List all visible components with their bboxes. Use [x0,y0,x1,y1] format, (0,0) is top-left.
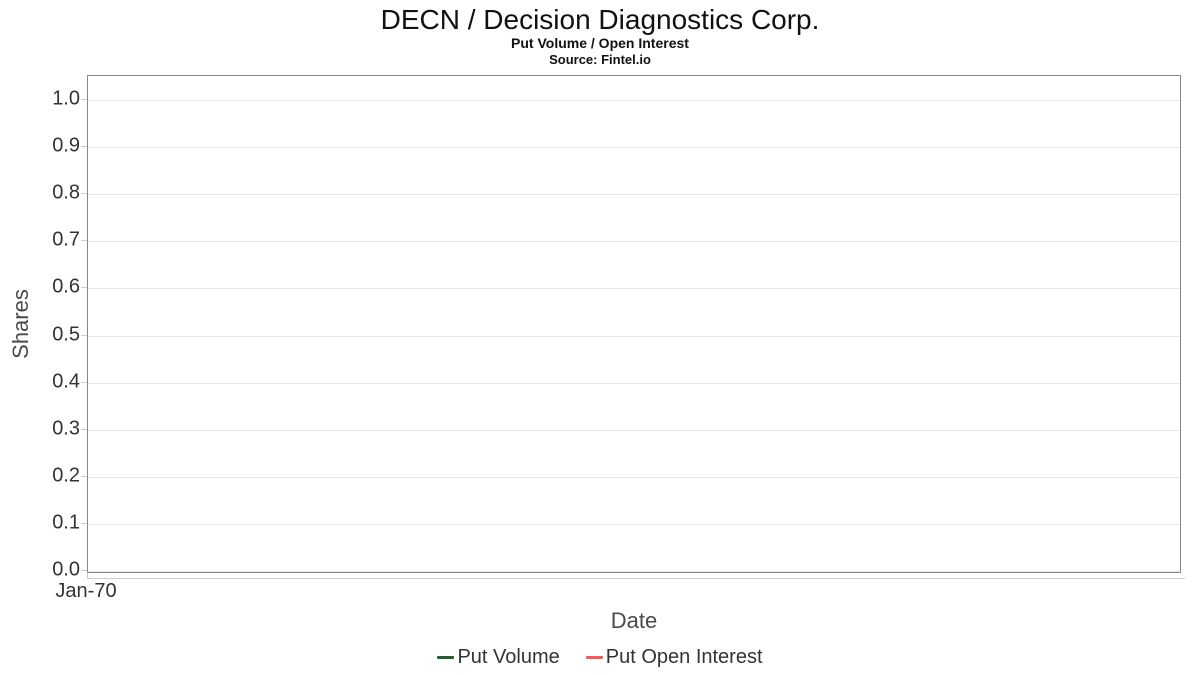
y-axis-tick-label: 1.0 [52,87,80,110]
gridline [88,429,1180,431]
y-axis-tick-mark [81,240,87,242]
y-axis-tick-mark [81,99,87,100]
y-axis-tick-label: 0.7 [52,228,80,251]
y-axis-tick-mark [81,428,87,430]
legend-label: Put Open Interest [605,646,763,668]
gridline [88,288,1180,290]
gridline [88,382,1180,384]
y-axis-tick-label: 0.9 [52,134,80,157]
gridline [88,523,1180,525]
legend-item-put-open-interest[interactable]: Put Open Interest [585,646,763,669]
y-axis-tick-mark [81,193,87,195]
gridline [88,241,1180,243]
legend-label: Put Volume [457,646,560,668]
y-axis-tick-mark [81,570,87,571]
chart-subtitle: Put Volume / Open Interest [511,35,689,51]
legend-item-put-volume[interactable]: Put Volume [437,646,560,669]
legend-swatch [585,656,603,659]
gridline [88,335,1180,337]
y-axis-tick-mark [81,381,87,383]
gridline [88,147,1180,149]
y-axis-tick-label: 0.1 [52,511,80,534]
legend: Put Volume Put Open Interest [0,646,1200,669]
chart-source-credit: Source: Fintel.io [549,52,651,67]
plot-area [87,75,1181,573]
y-axis-tick-mark [81,334,87,336]
gridline [88,476,1180,478]
y-axis-tick-label: 0.2 [52,464,80,487]
y-axis-tick-mark [81,146,87,148]
legend-swatch [437,656,455,659]
gridline [88,571,1180,572]
y-axis-tick-label: 0.6 [52,275,80,298]
y-axis-title: Shares [8,289,33,359]
x-axis-line [87,578,1185,579]
y-axis-tick-mark [81,475,87,477]
x-axis-tick-mark [87,573,88,579]
y-axis-tick-label: 0.8 [52,181,80,204]
x-axis-title: Date [610,608,658,633]
x-axis-tick-label: Jan-70 [55,580,117,602]
y-axis-tick-labels: 1.0 0.9 0.8 0.7 0.6 0.5 0.4 0.3 0.2 0.1 0.0 [0,75,80,581]
y-axis-tick-label: 0.3 [52,417,80,440]
y-axis-tick-mark [81,522,87,524]
gridline [88,100,1180,101]
y-axis-tick-label: 0.5 [52,323,80,345]
y-axis-tick-label: 0.0 [52,558,80,581]
gridline [88,194,1180,196]
y-axis-tick-label: 0.4 [52,370,80,393]
y-axis-tick-mark [81,287,87,289]
chart-title: DECN / Decision Diagnostics Corp. [380,4,820,35]
